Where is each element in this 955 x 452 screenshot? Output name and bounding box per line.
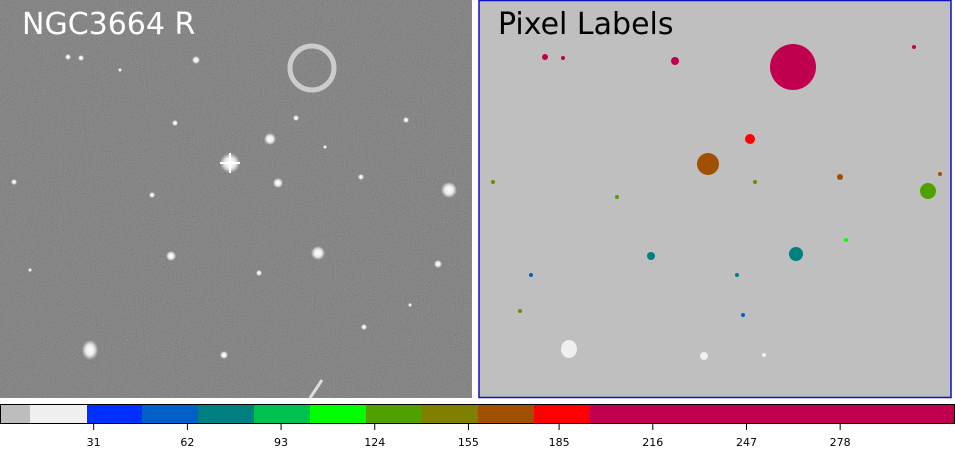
colorbar-segment bbox=[590, 404, 955, 424]
colorbar-segment bbox=[478, 404, 534, 424]
colorbar-tick-label: 185 bbox=[549, 436, 570, 449]
colorbar-tick-label: 216 bbox=[642, 436, 663, 449]
colorbar-segment bbox=[0, 404, 30, 424]
colorbar-segment bbox=[366, 404, 422, 424]
colorbar-segment bbox=[310, 404, 366, 424]
image-panel: NGC3664 R bbox=[0, 0, 472, 399]
colorbar-tick-label: 247 bbox=[736, 436, 757, 449]
spike bbox=[220, 153, 240, 173]
streak bbox=[308, 379, 324, 399]
colorbar-segment bbox=[534, 404, 590, 424]
colorbar-tick-label: 278 bbox=[830, 436, 851, 449]
colorbar-segment bbox=[422, 404, 478, 424]
label-blobs bbox=[491, 44, 942, 360]
colorbar-segment bbox=[254, 404, 310, 424]
image-noise bbox=[0, 0, 472, 398]
colorbar-segment bbox=[198, 404, 254, 424]
colorbar-segment bbox=[142, 404, 198, 424]
colorbar-tick-label: 124 bbox=[364, 436, 385, 449]
colorbar-tick-label: 31 bbox=[87, 436, 101, 449]
panel-title: Pixel Labels bbox=[498, 7, 674, 42]
labels-background bbox=[478, 0, 952, 399]
colorbar-segment bbox=[87, 404, 142, 424]
colorbar-scale-bg bbox=[0, 424, 955, 452]
colorbar-tick-label: 155 bbox=[458, 436, 479, 449]
colorbar-tick-label: 62 bbox=[180, 436, 194, 449]
panel-title: NGC3664 R bbox=[22, 7, 195, 42]
labels-panel: Pixel Labels bbox=[478, 0, 952, 399]
colorbar-tick-label: 93 bbox=[274, 436, 288, 449]
colorbar-segment bbox=[30, 404, 87, 424]
colorbar: 31 62 93 124 155 185 216 247 278 bbox=[0, 404, 955, 452]
